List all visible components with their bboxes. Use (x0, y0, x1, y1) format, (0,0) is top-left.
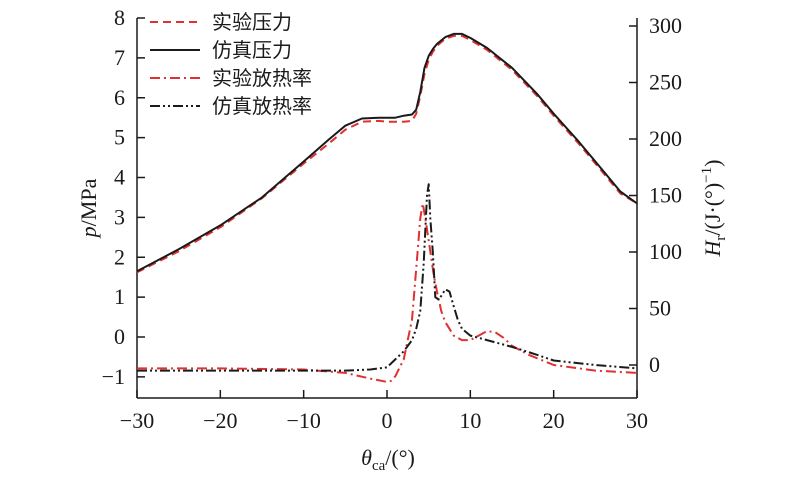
x-axis-title-main: θ (361, 445, 372, 470)
series-line-1 (136, 34, 638, 274)
legend-label: 实验压力 (212, 10, 292, 34)
y-right-tick-label: 150 (649, 183, 682, 208)
y-right-axis-title-sup: −1 (699, 167, 715, 183)
legend-label: 实验放热率 (212, 66, 312, 90)
y-right-tick-label: 0 (649, 352, 660, 377)
x-axis-title: θca/(°) (361, 445, 415, 474)
legend-label: 仿真压力 (212, 38, 292, 62)
y-right-axis-title-sub: r (713, 236, 729, 241)
y-right-tick-label: 200 (649, 126, 682, 151)
y-left-tick-label: 0 (114, 324, 125, 349)
x-tick-label: 0 (382, 408, 393, 433)
x-tick-label: −30 (120, 408, 154, 433)
y-right-tick-label: 100 (649, 239, 682, 264)
x-tick-label: −10 (286, 408, 320, 433)
y-right-ticks: 0 50 100 150 200 250 300 (629, 13, 682, 377)
x-axis-title-sub: ca (372, 458, 386, 474)
y-left-tick-label: 7 (114, 45, 125, 70)
series-line-2 (136, 32, 638, 273)
series-layer (136, 32, 638, 383)
x-tick-label: −20 (203, 408, 237, 433)
y-left-ticks: −1 0 1 2 3 4 5 6 7 8 (102, 5, 145, 389)
y-left-axis-title-main: p (76, 226, 101, 239)
x-tick-label: 10 (459, 408, 481, 433)
x-axis-title-unit: /(°) (385, 445, 415, 470)
y-left-tick-label: 2 (114, 244, 125, 269)
x-tick-label: 30 (626, 408, 648, 433)
y-right-tick-label: 300 (649, 13, 682, 38)
y-left-tick-label: 4 (114, 165, 125, 190)
y-left-axis-title-unit: /MPa (76, 178, 101, 226)
y-left-axis-title: p/MPa (76, 178, 101, 239)
y-right-tick-label: 250 (649, 70, 682, 95)
y-left-tick-label: −1 (102, 364, 125, 389)
x-ticks: −30 −20 −10 0 10 20 30 (120, 390, 648, 433)
y-left-tick-label: 8 (114, 5, 125, 30)
y-right-axis-title-main: H (700, 239, 725, 257)
y-right-axis-title-unit: /(J·(°) (700, 183, 725, 236)
y-left-tick-label: 3 (114, 204, 125, 229)
y-right-axis-title: Hr/(J·(°)−1) (699, 160, 729, 258)
y-right-tick-label: 50 (649, 296, 671, 321)
legend-label: 仿真放热率 (212, 94, 312, 118)
x-tick-label: 20 (543, 408, 565, 433)
y-left-tick-label: 5 (114, 125, 125, 150)
y-left-tick-label: 6 (114, 85, 125, 110)
series-line-4 (137, 183, 638, 372)
y-right-axis-title-close: ) (700, 160, 725, 167)
y-left-tick-label: 1 (114, 284, 125, 309)
series-line-3 (137, 202, 638, 383)
